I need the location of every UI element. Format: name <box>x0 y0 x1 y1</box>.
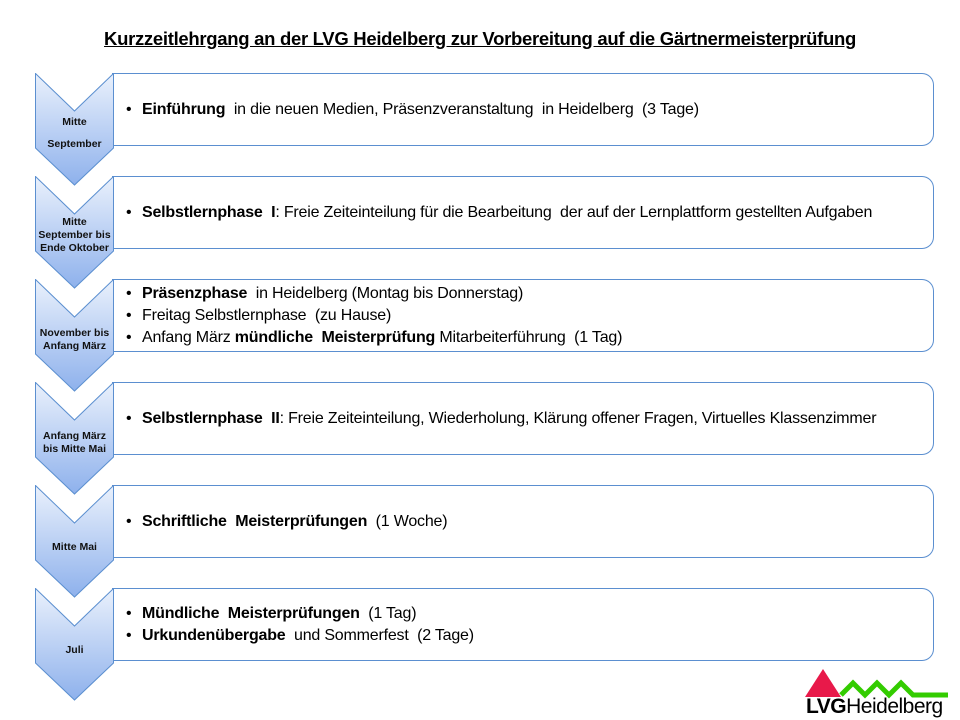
bold-text: Schriftliche Meisterprüfungen <box>142 512 368 530</box>
text: und Sommerfest (2 Tage) <box>285 626 474 644</box>
logo-text-heidelberg: Heidelberg <box>846 695 943 718</box>
text: Mitarbeiterführung (1 Tag) <box>435 328 623 346</box>
logo-mountains-icon <box>805 669 948 699</box>
text: : Freie Zeiteinteilung für die Bearbeitu… <box>275 203 873 221</box>
bullet-item: • Einführung in die neuen Medien, Präsenz… <box>126 99 886 121</box>
date-label-line: Anfang März <box>43 340 106 352</box>
phase-description-box: • Mündliche Meisterprüfungen (1 Tag) • Urku… <box>112 588 934 661</box>
bullet-item: • Selbstlernphase II: Freie Zeiteinteilun… <box>126 408 886 430</box>
phase-description-box: • Einführung in die neuen Medien, Präsenz… <box>112 73 934 146</box>
text: (1 Woche) <box>367 512 448 530</box>
phase-description-box: • Selbstlernphase II: Freie Zeiteinteilun… <box>112 382 934 455</box>
bullet-icon: • <box>126 512 132 530</box>
date-label-line: September <box>47 138 102 150</box>
text: in die neuen Medien, Präsenzveranstaltun… <box>225 100 699 118</box>
bold-text: Mündliche Meisterprüfungen <box>142 604 360 622</box>
timeline-row: • Präsenzphase in Heidelberg (Montag bis … <box>0 279 960 392</box>
text: (1 Tag) <box>359 604 417 622</box>
bold-text: Präsenzphase <box>142 284 248 302</box>
logo-text-lvg: LVG <box>806 695 847 718</box>
timeline-row: • Schriftliche Meisterprüfungen (1 Woche)… <box>0 485 960 598</box>
chevron-date-marker: Mitte September <box>35 73 114 186</box>
text: Freitag Selbstlernphase (zu Hause) <box>142 306 392 324</box>
bold-text: Selbstlernphase I <box>142 203 276 221</box>
text: : Freie Zeiteinteilung, Wiederholung, Kl… <box>279 409 877 427</box>
timeline-row: • Mündliche Meisterprüfungen (1 Tag) • Urku… <box>0 588 960 701</box>
bullet-icon: • <box>126 284 132 302</box>
date-label-line: Mitte <box>62 116 87 128</box>
timeline-row: • Selbstlernphase I: Freie Zeiteinteilung… <box>0 176 960 289</box>
bullet-item: • Urkundenübergabe und Sommerfest (2 Tage… <box>126 625 886 647</box>
bold-text: Einführung <box>142 100 226 118</box>
date-label-line: Juli <box>65 644 84 656</box>
timeline-row: • Selbstlernphase II: Freie Zeiteinteilun… <box>0 382 960 495</box>
bold-text: Selbstlernphase II <box>142 409 280 427</box>
chevron-date-marker: Juli <box>35 588 114 701</box>
date-label-line: September bis <box>38 229 111 241</box>
bullet-item: • Freitag Selbstlernphase (zu Hause) <box>126 305 886 327</box>
phase-description-box: • Selbstlernphase I: Freie Zeiteinteilung… <box>112 176 934 249</box>
chevron-date-marker: Anfang März bis Mitte Mai <box>35 382 114 495</box>
date-label-line: Mitte <box>62 216 87 228</box>
date-label-line: bis Mitte Mai <box>42 443 106 455</box>
chevron-date-marker: Mitte Mai <box>35 485 114 598</box>
bullet-item: • Schriftliche Meisterprüfungen (1 Woche) <box>126 511 886 533</box>
phase-description-box: • Präsenzphase in Heidelberg (Montag bis … <box>112 279 934 352</box>
bullet-icon: • <box>126 100 132 118</box>
page-title: Kurzzeitlehrgang an der LVG Heidelberg z… <box>104 28 856 49</box>
bold-text: mündliche Meisterprüfung <box>234 328 436 346</box>
bullet-item: • Anfang März mündliche Meisterprüfung Mi… <box>126 327 886 349</box>
bullet-item: • Präsenzphase in Heidelberg (Montag bis … <box>126 283 886 305</box>
date-label-line: November bis <box>39 327 110 339</box>
bold-text: Urkundenübergabe <box>142 626 286 644</box>
phase-description-box: • Schriftliche Meisterprüfungen (1 Woche) <box>112 485 934 558</box>
date-label-line: Ende Oktober <box>40 242 109 254</box>
date-label-line: Anfang März <box>43 430 106 442</box>
text: Anfang März <box>142 328 235 346</box>
bullet-item: • Mündliche Meisterprüfungen (1 Tag) <box>126 603 886 625</box>
timeline-row: • Einführung in die neuen Medien, Präsenz… <box>0 73 960 186</box>
bullet-icon: • <box>126 306 132 324</box>
bullet-icon: • <box>126 626 132 644</box>
bullet-icon: • <box>126 203 132 221</box>
chevron-date-marker: November bis Anfang März <box>35 279 114 392</box>
chevron-date-marker: Mitte September bis Ende Oktober <box>35 176 114 289</box>
bullet-item: • Selbstlernphase I: Freie Zeiteinteilung… <box>126 202 886 224</box>
bullet-icon: • <box>126 328 132 346</box>
bullet-icon: • <box>126 409 132 427</box>
date-label-line: Mitte Mai <box>52 541 97 553</box>
text: in Heidelberg (Montag bis Donnerstag) <box>247 284 524 302</box>
bullet-icon: • <box>126 604 132 622</box>
